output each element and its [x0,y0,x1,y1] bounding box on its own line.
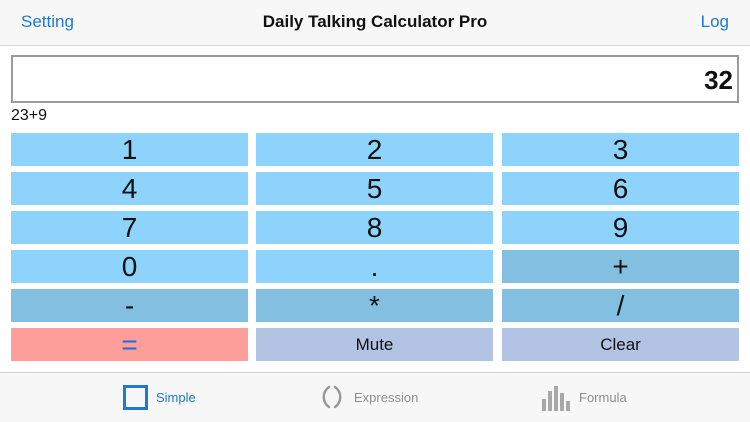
setting-button[interactable]: Setting [21,12,74,31]
bar-chart-icon [540,383,572,416]
result-value: 32 [704,65,733,95]
tab-formula[interactable]: Formula [540,383,640,413]
key-3[interactable]: 3 [502,133,739,166]
clear-button[interactable]: Clear [502,328,739,361]
parentheses-icon [320,385,344,414]
key-4[interactable]: 4 [11,172,248,205]
key-8[interactable]: 8 [256,211,493,244]
tab-simple-label: Simple [156,390,196,405]
log-button[interactable]: Log [700,12,729,31]
key-6[interactable]: 6 [502,172,739,205]
key-1[interactable]: 1 [11,133,248,166]
mute-button[interactable]: Mute [256,328,493,361]
key-minus[interactable]: - [11,289,248,322]
tab-bar: Simple Expression Formula [0,372,750,422]
key-equals[interactable]: = [11,328,248,361]
key-9[interactable]: 9 [502,211,739,244]
key-decimal[interactable]: . [256,250,493,283]
key-2[interactable]: 2 [256,133,493,166]
tab-expression[interactable]: Expression [320,383,430,413]
key-plus[interactable]: + [502,250,739,283]
app-title: Daily Talking Calculator Pro [262,12,488,31]
tab-simple[interactable]: Simple [123,383,213,413]
key-divide[interactable]: / [502,289,739,322]
key-7[interactable]: 7 [11,211,248,244]
result-display: 32 [11,55,739,103]
tab-expression-label: Expression [354,390,419,405]
square-icon [123,385,148,415]
tab-formula-label: Formula [579,390,627,405]
key-multiply[interactable]: * [256,289,493,322]
navigation-bar: Setting Daily Talking Calculator Pro Log [0,0,750,46]
key-5[interactable]: 5 [256,172,493,205]
expression-text: 23+9 [11,107,48,124]
key-0[interactable]: 0 [11,250,248,283]
